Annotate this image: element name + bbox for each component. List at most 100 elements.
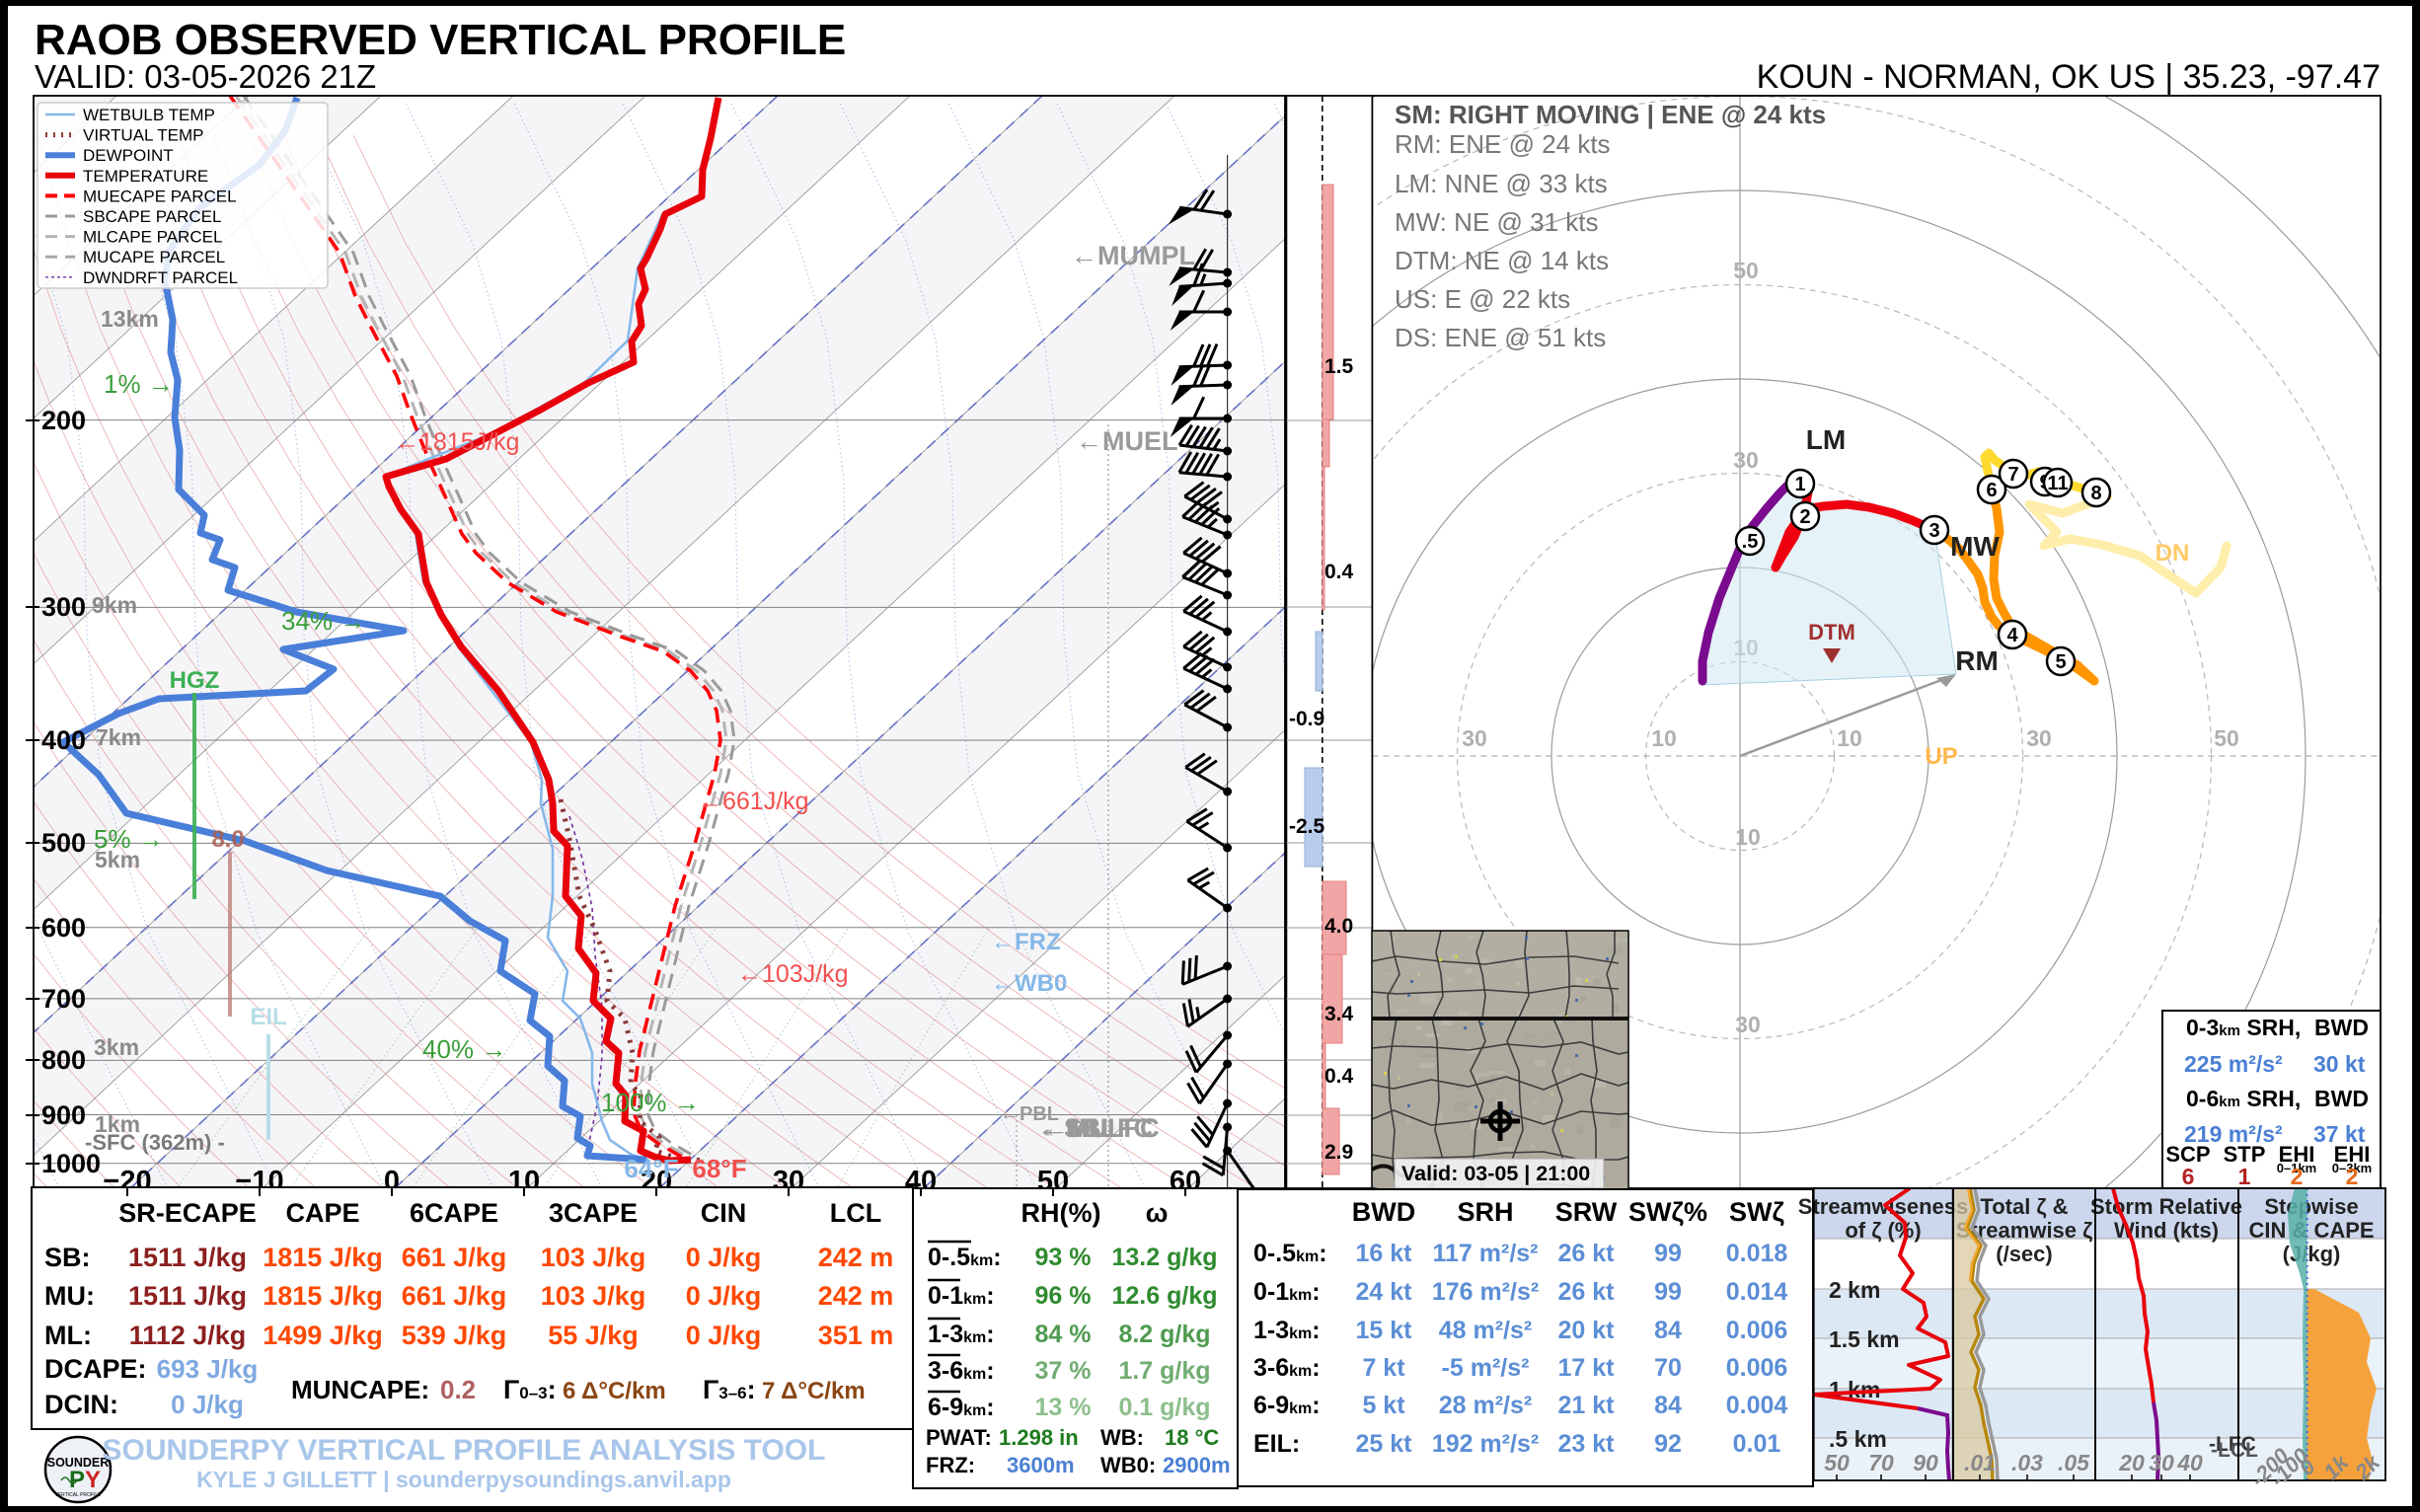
svg-text:MU:: MU: (44, 1281, 95, 1311)
svg-text:3600m: 3600m (1007, 1453, 1075, 1477)
svg-text:1.5 km: 1.5 km (1829, 1326, 1900, 1352)
svg-text:Storm Relative: Storm Relative (2090, 1194, 2242, 1219)
svg-text:SR-ECAPE: SR-ECAPE (118, 1198, 257, 1228)
svg-text:70: 70 (1654, 1354, 1682, 1382)
svg-text:13 %: 13 % (1035, 1394, 1092, 1421)
svg-text:0.1 g/kg: 0.1 g/kg (1118, 1394, 1210, 1421)
svg-text:MUCAPE PARCEL: MUCAPE PARCEL (83, 248, 225, 266)
svg-text:MW: MW (1950, 531, 2000, 562)
svg-text:STP: STP (2224, 1142, 2266, 1167)
svg-text:VERTICAL PROFILE: VERTICAL PROFILE (55, 1492, 103, 1498)
svg-text:SWζ%: SWζ% (1628, 1197, 1707, 1227)
svg-text:3km: 3km (94, 1034, 139, 1060)
svg-text:HGZ: HGZ (170, 667, 220, 694)
svg-text:23 kt: 23 kt (1558, 1430, 1616, 1458)
svg-text:192 m²/s²: 192 m²/s² (1432, 1430, 1539, 1458)
svg-text:84: 84 (1654, 1392, 1682, 1419)
svg-text:50: 50 (2214, 725, 2239, 751)
svg-text:20 kt: 20 kt (1558, 1317, 1616, 1344)
svg-text:300: 300 (41, 592, 86, 622)
svg-text:0.018: 0.018 (1726, 1240, 1788, 1267)
svg-text:13km: 13km (101, 306, 159, 332)
svg-text:PY: PY (69, 1467, 101, 1493)
svg-text:40: 40 (2176, 1450, 2203, 1475)
svg-text:2 km: 2 km (1829, 1277, 1880, 1303)
svg-text:8.0: 8.0 (211, 826, 244, 853)
svg-text:7 Δ°C/km: 7 Δ°C/km (762, 1378, 866, 1404)
svg-text:-LFC: -LFC (2209, 1433, 2256, 1456)
svg-text:55 J/kg: 55 J/kg (548, 1321, 639, 1350)
svg-text:BWD: BWD (2314, 1015, 2369, 1040)
svg-text:11: 11 (2047, 473, 2068, 494)
svg-text:DS: ENE @ 51 kts: DS: ENE @ 51 kts (1395, 323, 1606, 352)
svg-text:18 °C: 18 °C (1165, 1425, 1219, 1450)
svg-text:5km: 5km (95, 847, 140, 872)
svg-text:SOUNDER: SOUNDER (47, 1456, 110, 1470)
svg-text:7km: 7km (96, 724, 141, 750)
svg-text:of ζ (%): of ζ (%) (1845, 1218, 1921, 1243)
svg-text:2: 2 (2346, 1164, 2359, 1189)
svg-text:←WB0: ←WB0 (991, 970, 1067, 997)
svg-text:6CAPE: 6CAPE (410, 1198, 498, 1228)
svg-text:SOUNDERPY VERTICAL PROFILE ANA: SOUNDERPY VERTICAL PROFILE ANALYSIS TOOL (103, 1434, 826, 1467)
svg-text:CAPE: CAPE (285, 1198, 359, 1228)
svg-text:WETBULB TEMP: WETBULB TEMP (83, 106, 215, 124)
svg-text:0-3km SRH,: 0-3km SRH, (2186, 1015, 2301, 1040)
svg-text:1000: 1000 (41, 1149, 101, 1178)
svg-text:SRH: SRH (1457, 1197, 1513, 1227)
svg-text:Streamwiseness: Streamwiseness (1798, 1194, 1968, 1219)
svg-text:600: 600 (41, 913, 86, 943)
svg-text:DWNDRFT PARCEL: DWNDRFT PARCEL (83, 268, 238, 287)
svg-text:ω: ω (1146, 1198, 1169, 1228)
svg-text:EHI: EHI (2279, 1142, 2315, 1167)
svg-text:539 J/kg: 539 J/kg (402, 1321, 507, 1350)
svg-text:.5: .5 (1742, 531, 1759, 553)
svg-text:100% →: 100% → (601, 1088, 700, 1117)
svg-text:1.5: 1.5 (1324, 355, 1354, 378)
svg-text:.03: .03 (2011, 1450, 2043, 1475)
svg-text:6-9km:: 6-9km: (928, 1394, 995, 1421)
svg-text:500: 500 (41, 828, 86, 858)
svg-text:10: 10 (1651, 725, 1677, 751)
svg-text:-SFC (362m) -: -SFC (362m) - (85, 1130, 225, 1155)
svg-text:DEWPOINT: DEWPOINT (83, 146, 174, 165)
svg-text:MUNCAPE:: MUNCAPE: (291, 1375, 429, 1404)
svg-text:RM: RM (1955, 645, 1999, 676)
svg-text:12.6 g/kg: 12.6 g/kg (1112, 1282, 1218, 1310)
svg-text:400: 400 (41, 725, 86, 755)
svg-text:DTM: DTM (1808, 620, 1855, 644)
svg-text:EHI: EHI (2334, 1142, 2371, 1167)
svg-text:48 m²/s²: 48 m²/s² (1439, 1317, 1532, 1344)
svg-text:225 m²/s²: 225 m²/s² (2184, 1051, 2283, 1077)
svg-text:92: 92 (1654, 1430, 1682, 1458)
svg-text:0.006: 0.006 (1726, 1317, 1788, 1344)
svg-text:900: 900 (41, 1100, 86, 1130)
svg-text:MW: NE @ 31 kts: MW: NE @ 31 kts (1395, 207, 1599, 237)
svg-text:SWζ: SWζ (1729, 1197, 1784, 1227)
svg-text:5 kt: 5 kt (1362, 1392, 1405, 1419)
svg-text:0 J/kg: 0 J/kg (686, 1281, 762, 1311)
svg-text:LCL: LCL (830, 1198, 881, 1228)
svg-text:3: 3 (1928, 520, 1939, 542)
svg-text:←MUMPL: ←MUMPL (1071, 241, 1195, 270)
svg-text:117 m²/s²: 117 m²/s² (1432, 1240, 1538, 1267)
svg-text:1km: 1km (95, 1111, 140, 1137)
svg-text:28 m²/s²: 28 m²/s² (1439, 1392, 1532, 1419)
svg-text:1% →: 1% → (104, 369, 174, 399)
svg-text:5: 5 (2055, 651, 2066, 673)
svg-text:CIN & CAPE: CIN & CAPE (2248, 1218, 2374, 1243)
svg-text:0.014: 0.014 (1726, 1278, 1788, 1306)
svg-text:37 kt: 37 kt (2313, 1121, 2366, 1147)
svg-text:68°F: 68°F (692, 1154, 746, 1183)
svg-text:Total ζ &: Total ζ & (1980, 1194, 2068, 1219)
svg-text:←1815J/kg: ←1815J/kg (395, 428, 519, 456)
svg-text:-0.9: -0.9 (1289, 708, 1324, 730)
svg-text:BWD: BWD (1352, 1197, 1415, 1227)
svg-text:1: 1 (1794, 474, 1805, 495)
svg-text:0 J/kg: 0 J/kg (171, 1390, 244, 1419)
svg-text:693 J/kg: 693 J/kg (157, 1354, 259, 1384)
svg-text:20: 20 (2118, 1450, 2145, 1475)
svg-text:0 J/kg: 0 J/kg (686, 1321, 762, 1350)
svg-text:3-6km:: 3-6km: (928, 1357, 995, 1385)
svg-text:1815 J/kg: 1815 J/kg (263, 1243, 383, 1272)
